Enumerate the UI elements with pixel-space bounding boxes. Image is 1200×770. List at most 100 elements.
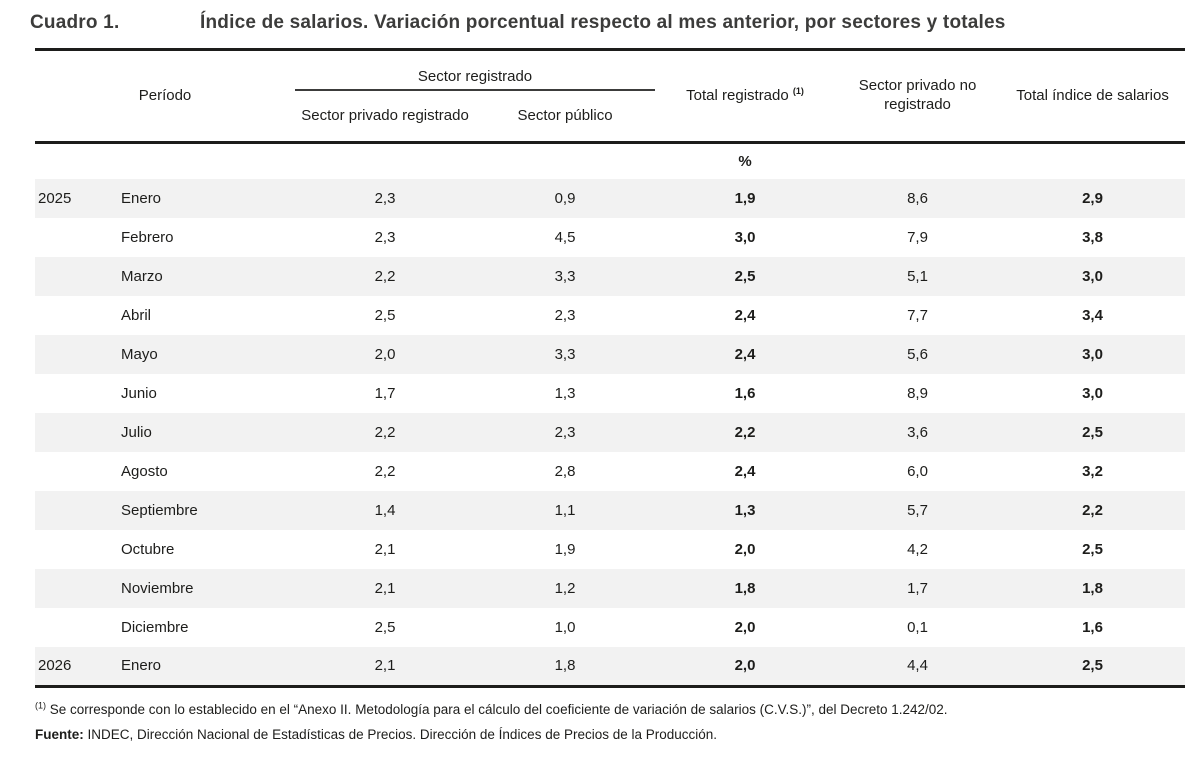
table-row: Agosto 2,2 2,8 2,4 6,0 3,2 bbox=[35, 452, 1185, 491]
cell-total_index: 2,9 bbox=[1082, 190, 1103, 207]
footnote-1-text: Se corresponde con lo establecido en el … bbox=[46, 701, 948, 717]
header-total-registrado: Total registrado (1) bbox=[655, 50, 835, 143]
table-row: Junio 1,7 1,3 1,6 8,9 3,0 bbox=[35, 374, 1185, 413]
cell-private_unregistered: 7,9 bbox=[907, 229, 928, 246]
cell-public: 2,8 bbox=[554, 463, 576, 480]
cell-month: Diciembre bbox=[121, 619, 189, 636]
source-line: Fuente: INDEC, Dirección Nacional de Est… bbox=[35, 722, 1185, 748]
table-row: 2025 Enero 2,3 0,9 1,9 8,6 2,9 bbox=[35, 179, 1186, 218]
cell-month: Octubre bbox=[121, 541, 175, 558]
cell-month: Septiembre bbox=[121, 502, 198, 519]
cell-public: 1,3 bbox=[554, 385, 576, 402]
header-sector-privado-registrado: Sector privado registrado bbox=[301, 106, 469, 124]
header-sector-registrado: Sector registrado bbox=[295, 49, 656, 91]
cell-total_registered: 2,0 bbox=[734, 541, 756, 558]
header-sector-privado-no-registrado: Sector privado no registrado bbox=[858, 77, 977, 113]
cell-month: Abril bbox=[121, 307, 152, 324]
cell-year bbox=[35, 491, 120, 530]
unit-label: % bbox=[655, 142, 836, 179]
cell-private_registered: 1,7 bbox=[374, 385, 396, 402]
cell-private_unregistered: 4,4 bbox=[907, 657, 928, 675]
table-row: Abril 2,5 2,3 2,4 7,7 3,4 bbox=[35, 296, 1185, 335]
cell-total_registered: 2,2 bbox=[734, 424, 756, 441]
cell-private_registered: 2,1 bbox=[374, 580, 396, 597]
cell-total_index: 2,5 bbox=[1082, 657, 1103, 675]
cell-private_registered: 2,1 bbox=[374, 657, 396, 675]
cell-month: Febrero bbox=[121, 229, 174, 246]
footnotes: (1) Se corresponde con lo establecido en… bbox=[35, 697, 1185, 748]
cell-month: Julio bbox=[121, 424, 152, 441]
cell-total_registered: 2,4 bbox=[734, 463, 756, 480]
source-text: INDEC, Dirección Nacional de Estadística… bbox=[83, 727, 718, 743]
cell-private_registered: 2,2 bbox=[374, 463, 396, 480]
cell-total_registered: 1,9 bbox=[734, 190, 756, 207]
cell-private_registered: 2,5 bbox=[374, 619, 396, 636]
cell-total_index: 3,0 bbox=[1082, 346, 1103, 363]
cell-private_unregistered: 8,6 bbox=[907, 190, 928, 207]
cell-total_index: 1,8 bbox=[1082, 580, 1103, 597]
cell-total_registered: 1,8 bbox=[734, 580, 756, 597]
cell-private_registered: 1,4 bbox=[374, 502, 396, 519]
header-total-indice: Total índice de salarios bbox=[1016, 86, 1169, 104]
cell-total_registered: 3,0 bbox=[734, 229, 756, 246]
cell-month: Noviembre bbox=[121, 580, 194, 597]
cell-private_unregistered: 5,1 bbox=[907, 268, 928, 285]
cell-total_registered: 2,5 bbox=[734, 268, 756, 285]
cell-year: 2025 bbox=[38, 190, 72, 207]
table-header: Período Sector registrado Total registra… bbox=[35, 49, 1186, 143]
cell-total_index: 3,4 bbox=[1082, 307, 1103, 324]
cell-private_registered: 2,1 bbox=[374, 541, 396, 558]
cell-month: Agosto bbox=[121, 463, 168, 480]
cell-public: 3,3 bbox=[554, 268, 576, 285]
cell-total_index: 1,6 bbox=[1082, 619, 1103, 636]
cell-month: Enero bbox=[121, 657, 162, 675]
table-row: Marzo 2,2 3,3 2,5 5,1 3,0 bbox=[35, 257, 1186, 296]
cell-public: 1,1 bbox=[554, 502, 576, 519]
cell-private_registered: 2,2 bbox=[374, 268, 396, 285]
cell-public: 2,3 bbox=[554, 307, 576, 324]
cell-year bbox=[35, 218, 120, 257]
table-body: 2025 Enero 2,3 0,9 1,9 8,6 2,9 Febrero 2,3 4,5 3,0… bbox=[35, 179, 1186, 686]
cell-public: 4,5 bbox=[554, 229, 576, 246]
cell-year bbox=[35, 413, 120, 452]
cell-private_unregistered: 4,2 bbox=[907, 541, 928, 558]
cell-month: Enero bbox=[121, 190, 162, 207]
table-row: Noviembre 2,1 1,2 1,8 1,7 1,8 bbox=[35, 569, 1186, 608]
table-row: Mayo 2,0 3,3 2,4 5,6 3,0 bbox=[35, 335, 1186, 374]
cell-private_unregistered: 7,7 bbox=[907, 307, 928, 324]
cell-private_registered: 2,2 bbox=[374, 424, 396, 441]
footnote-marker: (1) bbox=[792, 85, 804, 96]
cell-total_index: 2,2 bbox=[1082, 502, 1103, 519]
cell-private_unregistered: 5,7 bbox=[907, 502, 928, 519]
table-title-text: Índice de salarios. Variación porcentual… bbox=[200, 12, 1006, 33]
cell-private_unregistered: 5,6 bbox=[907, 346, 928, 363]
cell-total_index: 3,2 bbox=[1082, 463, 1103, 480]
footnote-1: (1) Se corresponde con lo establecido en… bbox=[35, 697, 1185, 723]
cell-total_registered: 1,3 bbox=[734, 502, 756, 519]
cell-public: 1,2 bbox=[554, 580, 576, 597]
cell-public: 1,8 bbox=[554, 657, 576, 675]
footnote-1-marker: (1) bbox=[35, 700, 46, 710]
cell-private_unregistered: 1,7 bbox=[907, 580, 928, 597]
cell-year bbox=[35, 569, 120, 608]
source-label: Fuente: bbox=[35, 727, 84, 743]
cell-year bbox=[35, 452, 120, 491]
header-period: Período bbox=[138, 86, 192, 104]
cell-total_registered: 2,0 bbox=[734, 619, 756, 636]
table-row: 2026 Enero 2,1 1,8 2,0 4,4 2,5 bbox=[35, 647, 1186, 686]
cell-year: 2026 bbox=[38, 657, 72, 675]
cell-public: 0,9 bbox=[554, 190, 576, 207]
cell-total_index: 3,8 bbox=[1082, 229, 1103, 246]
header-total-registrado-text: Total registrado bbox=[686, 86, 789, 104]
cell-year bbox=[35, 257, 120, 296]
cell-private_unregistered: 0,1 bbox=[907, 619, 928, 636]
cell-public: 1,0 bbox=[554, 619, 576, 636]
cell-public: 2,3 bbox=[554, 424, 576, 441]
salaries-table: Período Sector registrado Total registra… bbox=[35, 48, 1186, 688]
cell-total_registered: 1,6 bbox=[734, 385, 756, 402]
cell-public: 3,3 bbox=[554, 346, 576, 363]
cell-private_registered: 2,5 bbox=[374, 307, 396, 324]
cell-total_registered: 2,0 bbox=[734, 657, 756, 675]
table-row: Julio 2,2 2,3 2,2 3,6 2,5 bbox=[35, 413, 1186, 452]
